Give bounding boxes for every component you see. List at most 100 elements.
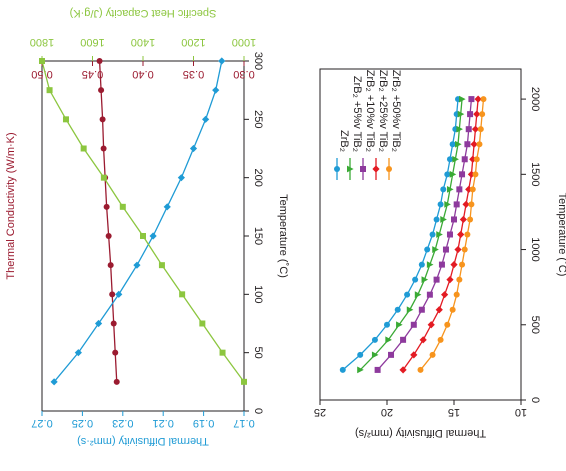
chart2-legend-marker-tib2_50 (386, 166, 392, 172)
chart1-conductivity-point (113, 378, 120, 385)
chart1-conductivity-point (107, 262, 114, 269)
chart1-diffusivity-tick-label: 0.19 (193, 417, 214, 429)
chart2-tib2_10-point (426, 291, 433, 298)
chart1-conductivity-point (98, 87, 105, 94)
chart2-tib2_50-point (444, 321, 451, 328)
chart1-conductivity-line (98, 60, 118, 382)
chart2-tib2_5-point (459, 95, 466, 103)
chart2-tib2_25-point (459, 215, 467, 224)
chart2-zrb2-point (437, 201, 444, 208)
chart2-tib2_25-point (446, 276, 454, 284)
chart2-tib2_5-point (449, 170, 457, 178)
chart1-diffusivity-point (177, 174, 185, 182)
chart-property-vs-temperature: 0 50 100 150 200 250 300 0.27 0.25 0.23 0.21 0.19 0.… (5, 7, 289, 447)
chart1-heat_capacity-point (80, 145, 87, 152)
chart1-conductivity-point (103, 203, 110, 210)
chart2-tib2_50-point (472, 171, 479, 178)
chart2-tib2_5-point (457, 110, 465, 118)
chart1-heat-capacity-tick-label: 1600 (80, 36, 104, 48)
chart2-temperature-tick-label: 1500 (529, 162, 541, 186)
chart2-tib2_25-point (462, 200, 470, 209)
chart2-tib2_50-point (467, 216, 474, 223)
chart2-tib2_10-point (456, 186, 463, 193)
chart2-tib2_5-point (436, 231, 443, 238)
chart2-tib2_5-point (371, 351, 379, 359)
chart2-tib2_10-point (410, 321, 417, 328)
chart1-temperature-tick-label: 250 (252, 110, 264, 128)
chart1-conductivity-tick-label: 0.30 (233, 68, 254, 80)
chart2-tib2_5-point (432, 246, 439, 253)
chart2-tib2_5-point (421, 276, 429, 284)
chart1-conductivity-point (96, 58, 103, 64)
chart1-diffusivity-line (53, 60, 223, 383)
chart2-tib2_10-point (459, 171, 466, 178)
chart1-diffusivity-point (74, 349, 82, 357)
chart2-temperature-tick-label: 1000 (529, 237, 541, 261)
chart1-conductivity-tick-label: 0.40 (132, 68, 153, 80)
chart2-tib2_25-point (427, 321, 435, 329)
chart1-conductivity-tick-label: 0.45 (82, 68, 103, 80)
chart2-legend-label-tib2_10: ZrB₂ +10%v TiB₂ (364, 70, 376, 152)
chart2-temperature-tick-label: 0 (529, 397, 541, 403)
chart1-diffusivity-point (212, 86, 220, 94)
chart2-tib2_50-point (461, 246, 468, 253)
chart1-conductivity-tick-label: 0.50 (31, 68, 52, 80)
chart2-tib2_50-point (476, 141, 483, 148)
chart2-tib2_50-point (449, 306, 456, 313)
chart2-tib2_5-point (440, 216, 447, 223)
chart2-tib2_10-point (468, 96, 475, 103)
chart2-tib2_5-point (426, 261, 434, 268)
chart2-zrb2-point (433, 216, 440, 223)
chart1-diffusivity-point (50, 378, 58, 386)
chart2-tib2_25-point (471, 125, 480, 133)
chart2-diffusivity-tick-label: 15 (448, 406, 460, 418)
chart2-tib2_5-point (455, 140, 462, 148)
chart2-plot-frame (319, 68, 522, 401)
chart-diffusivity-composition: 0 500 1000 1500 2000 25 20 15 10 ZrB₂ ZrB₂ +5%v T… (314, 68, 566, 439)
chart1-diffusivity-point (202, 115, 210, 123)
chart1-conductivity-point (99, 116, 106, 123)
chart1-diffusivity-point (149, 232, 157, 240)
chart1-diffusivity-tick-label: 0.23 (112, 417, 133, 429)
chart2-legend-marker-tib2_5 (347, 165, 354, 173)
chart1-diffusivity-point (163, 203, 171, 211)
chart2-tib2_25-point (473, 110, 481, 118)
chart2-tib2_10-point (418, 306, 425, 313)
chart2-tib2_10-point (433, 276, 440, 283)
chart2-tib2_50-point (437, 336, 444, 343)
chart2-tib2_25-point (399, 366, 407, 374)
chart2-tib2_10-point (464, 141, 471, 148)
chart1-conductivity-point (105, 233, 112, 239)
chart1-diffusivity-tick-label: 0.25 (72, 417, 93, 429)
chart1-heat_capacity-point (158, 262, 165, 269)
chart2-tib2_25-point (474, 95, 482, 103)
chart2-tib2_50-point (453, 291, 460, 298)
chart2-tib2_5-point (444, 201, 451, 208)
chart2-temperature-tick-label: 500 (529, 316, 541, 334)
chart2-tib2_10-point (461, 156, 468, 163)
chart2-tib2_25-point (441, 291, 449, 299)
chart2-diffusivity-tick-label: 20 (381, 406, 393, 418)
chart2-tib2_50-point (459, 261, 466, 268)
chart2-legend: ZrB₂ ZrB₂ +5%v TiB₂ ZrB₂ +10%v TiB₂ ZrB₂ +2… (334, 70, 402, 180)
chart1-heat-capacity-tick-label: 1800 (30, 36, 54, 48)
chart1-heat-capacity-axis-label: Specific Heat Capacity (J/g·K) (70, 7, 217, 19)
chart2-tib2_25-point (435, 306, 443, 314)
chart1-diffusivity-tick-label: 0.17 (233, 417, 254, 429)
chart1-diffusivity-tick-label: 0.21 (152, 417, 173, 429)
chart2-legend-label-zrb2: ZrB₂ (338, 130, 350, 152)
chart2-tib2_5-point (456, 125, 463, 133)
chart2-zrb2-point (339, 366, 346, 373)
chart1-heat-capacity-tick-label: 1000 (232, 36, 256, 48)
chart1-ticks: 0 50 100 150 200 250 300 0.27 0.25 0.23 0.21 0.19 0.… (30, 36, 264, 429)
chart1-diffusivity-point (218, 57, 226, 65)
chart2-tib2_10-point (438, 261, 445, 268)
chart2-diffusivity-tick-label: 25 (314, 406, 326, 418)
chart1-diffusivity-point (115, 290, 123, 298)
chart2-tib2_5-point (452, 155, 459, 163)
chart2-zrb2-point (440, 186, 447, 193)
chart2-tib2_10-point (388, 351, 395, 358)
chart1-temperature-tick-label: 300 (252, 52, 264, 70)
chart2-tib2_25-point (457, 230, 465, 239)
chart2-legend-marker-tib2_25 (372, 165, 380, 173)
